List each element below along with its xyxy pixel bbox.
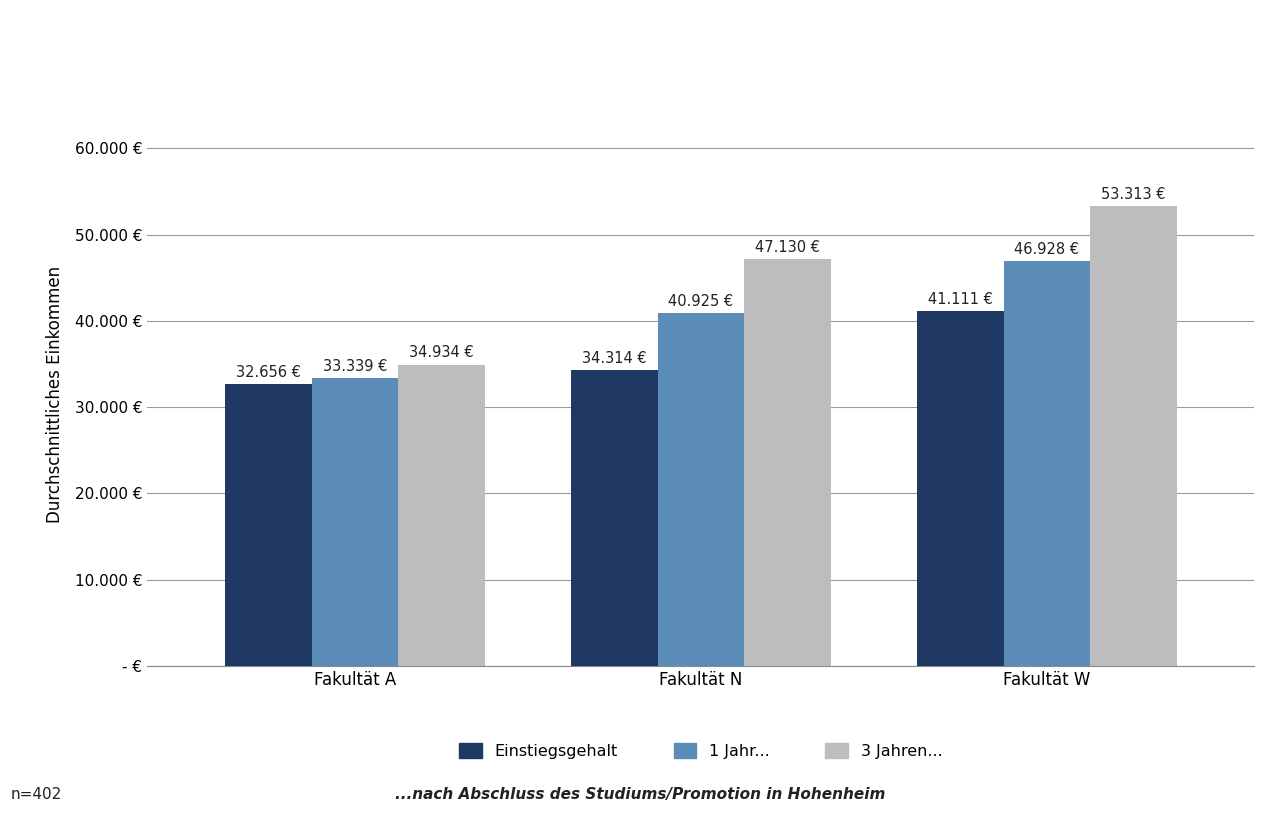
- Text: Ihr jährliches Brutto-Einkommen (inkl. Sonderzahlungen und Überstunden)?: Ihr jährliches Brutto-Einkommen (inkl. S…: [238, 72, 1042, 94]
- Text: 53.313 €: 53.313 €: [1101, 187, 1166, 202]
- Text: 32.656 €: 32.656 €: [236, 365, 301, 380]
- Text: n=402: n=402: [10, 788, 61, 802]
- Bar: [311, 378, 398, 666]
- Text: ...nach Abschluss des Studiums/Promotion in Hohenheim: ...nach Abschluss des Studiums/Promotion…: [394, 788, 886, 802]
- Text: 47.130 €: 47.130 €: [755, 240, 819, 255]
- Text: 34.934 €: 34.934 €: [410, 346, 474, 360]
- Bar: [1091, 206, 1176, 666]
- Bar: [571, 370, 658, 666]
- Bar: [225, 384, 311, 666]
- Y-axis label: Durchschnittliches Einkommen: Durchschnittliches Einkommen: [46, 266, 64, 523]
- Text: 33.339 €: 33.339 €: [323, 359, 387, 374]
- Bar: [398, 364, 485, 666]
- Bar: [916, 311, 1004, 666]
- Text: Wie hoch war Ihr jährliches Brutto-Einkommen bei Ihrer ersten Beschäftigung? / W: Wie hoch war Ihr jährliches Brutto-Einko…: [108, 26, 1172, 45]
- Text: 41.111 €: 41.111 €: [928, 292, 993, 307]
- Text: 46.928 €: 46.928 €: [1014, 242, 1079, 257]
- Text: 40.925 €: 40.925 €: [668, 293, 733, 309]
- Bar: [744, 260, 831, 666]
- Legend: Einstiegsgehalt, 1 Jahr..., 3 Jahren...: Einstiegsgehalt, 1 Jahr..., 3 Jahren...: [453, 736, 948, 766]
- Bar: [1004, 261, 1091, 666]
- Text: 34.314 €: 34.314 €: [582, 350, 646, 366]
- Bar: [658, 313, 744, 666]
